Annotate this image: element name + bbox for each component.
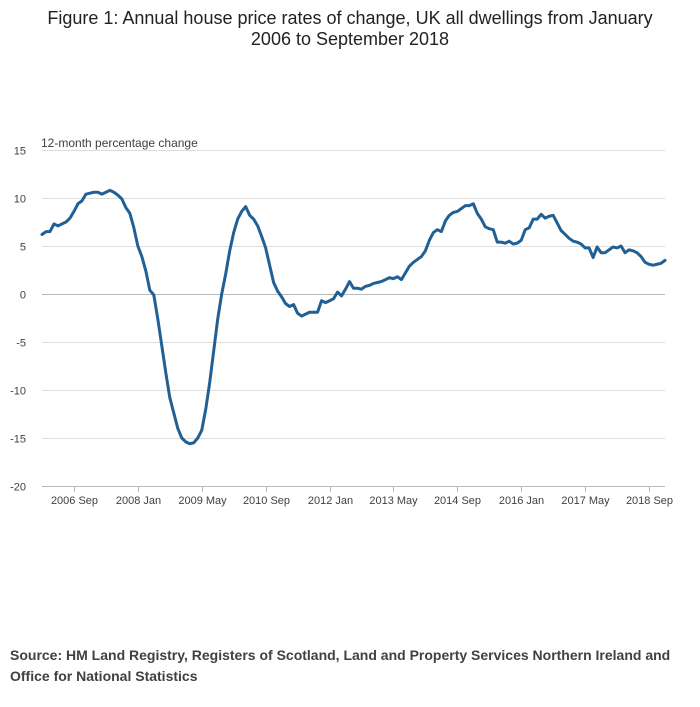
y-axis-label: 12-month percentage change [41, 136, 198, 150]
y-tick-label: -10 [10, 386, 26, 398]
y-tick-label: -15 [10, 434, 26, 446]
chart-title-line-2: 2006 to September 2018 [250, 29, 450, 49]
y-tick-label: 15 [14, 146, 26, 158]
x-tick-label: 2017 May [561, 495, 610, 507]
series-line-uk-all-dwellings [40, 188, 667, 446]
x-tick-label: 2012 Jan [308, 495, 353, 507]
x-axis: 2006 Sep 2008 Jan 2009 May 2010 Sep 2012 Jan… [42, 486, 673, 507]
x-tick-label: 2006 Sep [51, 495, 98, 507]
x-tick-label: 2016 Jan [499, 495, 544, 507]
chart-title: Figure 1: Annual house price rates of ch… [0, 8, 700, 50]
x-tick-label: 2014 Sep [434, 495, 481, 507]
y-tick-label: -5 [16, 338, 26, 350]
y-tick-label: 10 [14, 194, 26, 206]
x-tick-label: 2013 May [369, 495, 418, 507]
y-tick-label: 0 [20, 290, 26, 302]
y-tick-label: -20 [10, 482, 26, 494]
source-note: Source: HM Land Registry, Registers of S… [10, 647, 671, 684]
y-tick-label: 5 [20, 242, 26, 254]
series-layer [40, 188, 667, 446]
chart-title-line-1: Figure 1: Annual house price rates of ch… [47, 8, 653, 28]
y-axis: 15 10 5 0 -5 -10 -15 -20 [10, 146, 26, 494]
x-tick-label: 2010 Sep [243, 495, 290, 507]
x-tick-label: 2008 Jan [116, 495, 161, 507]
gridlines [42, 150, 665, 487]
x-tick-label: 2009 May [178, 495, 227, 507]
x-tick-label: 2018 Sep [626, 495, 673, 507]
